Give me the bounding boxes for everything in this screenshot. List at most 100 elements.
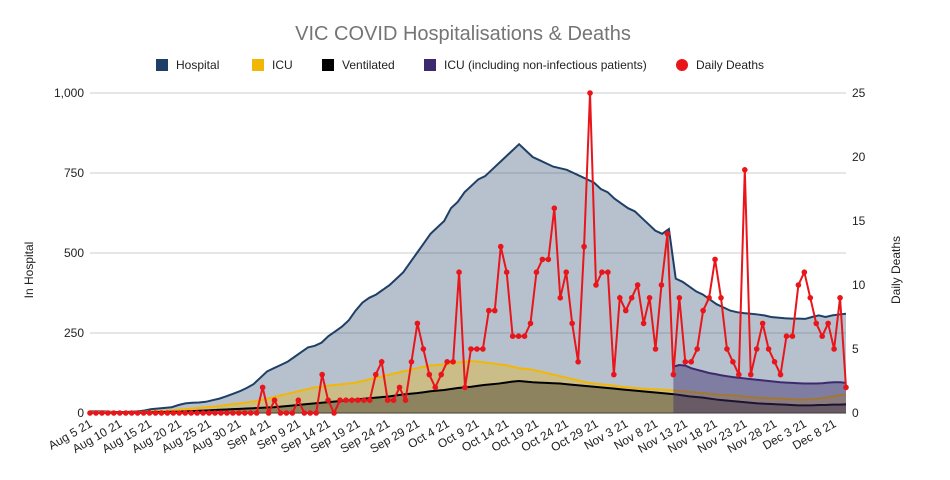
y-axis-label: In Hospital	[22, 242, 36, 299]
daily-deaths-point	[497, 243, 504, 250]
line-hospital	[90, 142, 847, 414]
daily-deaths-point	[617, 295, 623, 301]
daily-deaths-point	[563, 269, 570, 276]
daily-deaths-point	[384, 397, 391, 404]
legend-label: Hospital	[176, 58, 219, 72]
daily-deaths-point	[765, 346, 772, 352]
daily-deaths-point	[396, 384, 403, 391]
daily-deaths-point	[158, 410, 165, 416]
chart-title: VIC COVID Hospitalisations & Deaths	[295, 23, 631, 45]
daily-deaths-point	[247, 410, 254, 416]
daily-deaths-point	[771, 359, 778, 365]
daily-deaths-point	[575, 359, 581, 365]
daily-deaths-point	[259, 384, 266, 391]
daily-deaths-point	[628, 295, 635, 301]
daily-deaths-point	[164, 410, 171, 416]
daily-deaths-point	[462, 384, 468, 391]
area-ventilated	[90, 381, 846, 413]
y-axis-ticks: 0 250 500 750 1,000	[54, 86, 84, 420]
y-tick-label: 750	[64, 166, 84, 180]
daily-deaths-point	[253, 410, 260, 416]
y2-tick-label: 25	[852, 86, 866, 100]
legend-item[interactable]: Daily Deaths	[676, 58, 764, 72]
daily-deaths-point	[557, 295, 564, 301]
daily-deaths-point	[789, 333, 796, 340]
legend-item[interactable]: ICU	[252, 58, 293, 72]
daily-deaths-point	[486, 307, 492, 314]
y-tick-label: 500	[64, 246, 84, 260]
daily-deaths-point	[218, 410, 224, 416]
daily-deaths-point	[372, 371, 379, 378]
y-tick-label: 1,000	[54, 86, 84, 100]
daily-deaths-point	[795, 282, 802, 288]
daily-deaths-point	[414, 320, 421, 327]
daily-deaths-point	[813, 320, 820, 327]
daily-deaths-point	[831, 346, 837, 352]
legend-swatch	[252, 59, 264, 71]
daily-deaths-point	[730, 359, 736, 365]
daily-deaths-point	[700, 307, 706, 314]
daily-deaths-point	[366, 397, 373, 404]
daily-deaths-point	[521, 333, 528, 340]
daily-deaths-point	[747, 371, 754, 378]
daily-deaths-point	[212, 410, 218, 416]
y2-axis-label: Daily Deaths	[889, 236, 903, 304]
plot-area	[87, 90, 849, 417]
daily-deaths-point	[801, 269, 808, 276]
legend: Hospital ICU Ventilated ICU (including non-…	[156, 58, 764, 72]
daily-deaths-point	[93, 410, 99, 416]
legend-item[interactable]: Ventilated	[322, 58, 395, 72]
daily-deaths-point	[105, 410, 111, 416]
daily-deaths-point	[420, 346, 427, 352]
daily-deaths-point	[670, 371, 677, 378]
daily-deaths-point	[646, 295, 653, 301]
daily-deaths-point	[545, 256, 552, 263]
area-hospital	[90, 144, 846, 413]
daily-deaths-point	[236, 410, 242, 416]
daily-deaths-point	[777, 371, 784, 378]
daily-deaths-point	[527, 320, 534, 327]
daily-deaths-point	[230, 410, 236, 416]
daily-deaths-point	[283, 410, 290, 416]
daily-deaths-point	[307, 410, 314, 416]
daily-deaths-point	[140, 410, 147, 416]
daily-deaths-point	[122, 410, 129, 416]
daily-deaths-point	[807, 295, 814, 301]
daily-deaths-point	[134, 410, 141, 416]
daily-deaths-point	[182, 410, 189, 416]
daily-deaths-point	[759, 320, 766, 327]
daily-deaths-point	[634, 282, 641, 288]
daily-deaths-point	[176, 410, 183, 416]
legend-item[interactable]: ICU (including non-infectious patients)	[424, 58, 647, 72]
daily-deaths-point	[408, 359, 415, 365]
daily-deaths-point	[188, 410, 194, 416]
daily-deaths-point	[331, 410, 337, 416]
daily-deaths-point	[402, 397, 409, 404]
legend-swatch	[322, 59, 334, 71]
daily-deaths-point	[355, 397, 361, 404]
daily-deaths-point	[271, 397, 278, 404]
daily-deaths-point	[658, 282, 665, 288]
daily-deaths-point	[753, 346, 760, 352]
y2-tick-label: 5	[852, 342, 859, 356]
y2-tick-label: 20	[852, 150, 866, 164]
daily-deaths-point	[736, 371, 742, 378]
daily-deaths-point	[241, 410, 248, 416]
line-icu	[90, 360, 847, 414]
y2-tick-label: 15	[852, 214, 866, 228]
daily-deaths-point	[450, 359, 456, 365]
daily-deaths-point	[664, 231, 671, 237]
daily-deaths-point	[581, 243, 587, 250]
line-ventilated	[90, 379, 847, 414]
legend-swatch	[156, 59, 168, 71]
legend-item[interactable]: Hospital	[156, 58, 219, 72]
daily-deaths-point	[432, 384, 439, 391]
daily-deaths-point	[819, 333, 825, 340]
daily-deaths-point	[349, 397, 355, 404]
daily-deaths-point	[265, 410, 272, 416]
daily-deaths-point	[688, 359, 695, 365]
area-icu-including-non-infectious-patients-	[673, 365, 846, 413]
daily-deaths-point	[491, 307, 498, 314]
